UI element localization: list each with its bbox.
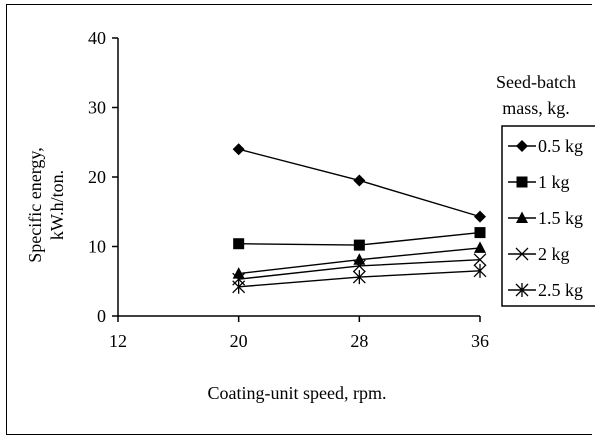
legend-swatch-marker — [516, 211, 528, 223]
y-tick-label: 0 — [97, 306, 106, 326]
series-markers — [232, 143, 487, 294]
y-axis-label-line-2: kW.h/ton. — [47, 170, 67, 240]
legend-entry-label: 2.5 kg — [538, 280, 583, 300]
data-point-marker — [232, 279, 246, 294]
legend-entry-label: 1 kg — [538, 172, 570, 192]
legend-title-line-1: Seed-batch — [496, 72, 576, 92]
y-tick-label: 40 — [88, 28, 106, 48]
data-point-marker — [233, 238, 245, 250]
y-tick-label: 30 — [88, 98, 106, 118]
data-point-marker — [232, 143, 245, 156]
y-tick-label: 20 — [88, 167, 106, 187]
legend-entry-label: 0.5 kg — [538, 136, 583, 156]
data-point-marker — [474, 227, 486, 239]
data-point-marker — [352, 259, 366, 273]
legend-entry-label: 2 kg — [538, 244, 570, 264]
data-point-marker — [474, 210, 486, 223]
data-point-marker — [353, 239, 365, 251]
legend-entry-label: 1.5 kg — [538, 208, 583, 228]
data-point-marker — [473, 253, 487, 267]
legend-swatch-marker — [515, 247, 529, 261]
x-tick-label: 12 — [109, 331, 127, 351]
legend-swatch-marker — [515, 283, 529, 297]
x-tick-label: 36 — [471, 331, 489, 351]
data-point-marker — [353, 174, 366, 187]
data-point-marker — [474, 241, 486, 253]
data-point-marker — [473, 263, 487, 278]
x-tick-label: 20 — [230, 331, 248, 351]
legend-box — [501, 125, 595, 307]
y-axis-label-line-1: Specific energy, — [25, 147, 45, 262]
x-axis-label: Coating-unit speed, rpm. — [208, 383, 387, 403]
ticks: 0 10 20 30 40 12 20 28 36 — [88, 28, 489, 351]
legend-swatch-marker — [516, 140, 528, 152]
chart-frame — [6, 4, 592, 435]
data-point-marker — [352, 270, 366, 285]
data-point-marker — [353, 253, 366, 265]
legend-title-line-2: mass, kg. — [502, 98, 570, 118]
x-tick-label: 28 — [350, 331, 368, 351]
legend: 0.5 kg 1 kg 1.5 kg 2 kg 2.5 kg — [508, 136, 583, 300]
legend-swatch-marker — [516, 176, 528, 188]
y-tick-label: 10 — [88, 237, 106, 257]
